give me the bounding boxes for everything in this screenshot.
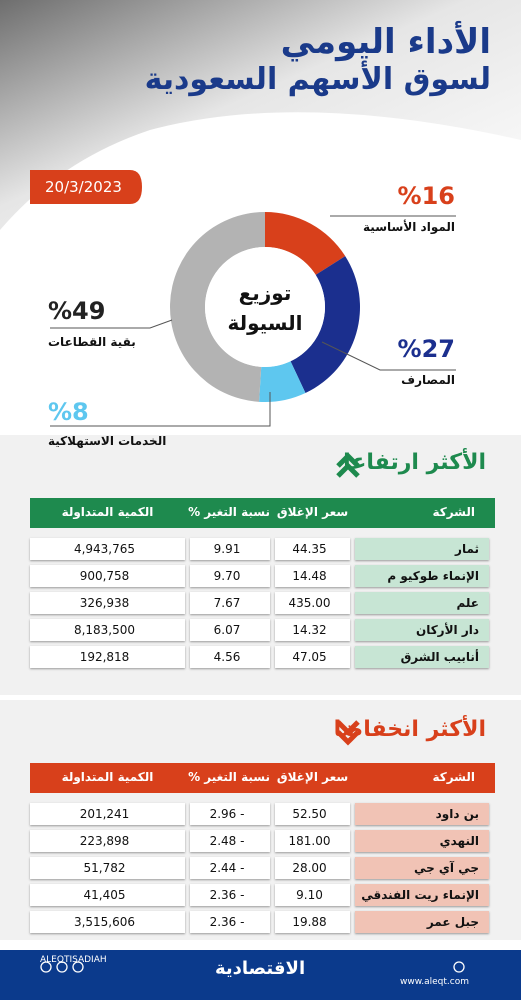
leader-line <box>321 341 456 371</box>
table-cell: 41,405 <box>30 884 185 906</box>
column-header: سعر الإغلاق <box>276 505 349 519</box>
table-cell: 7.67 <box>190 592 270 614</box>
table-cell: - 2.44 <box>190 857 270 879</box>
section-title: الأكثر ارتفاعا <box>343 450 486 475</box>
table-cell: - 2.36 <box>190 884 270 906</box>
table-cell: 201,241 <box>30 803 185 825</box>
table-cell: 14.32 <box>275 619 350 641</box>
donut-segment <box>290 256 360 393</box>
column-header: نسبة التغير % <box>188 505 270 519</box>
table-cell: 4.56 <box>190 646 270 668</box>
value-label: %49 <box>48 297 106 325</box>
header-swoosh <box>0 0 521 230</box>
column-header: الشركة <box>432 770 475 784</box>
value-label: %8 <box>48 398 89 426</box>
date: 20/3/2023 <box>45 178 122 196</box>
table-cell: بن داود <box>355 803 489 825</box>
leader-line <box>50 319 173 329</box>
table-cell: 326,938 <box>30 592 185 614</box>
footer-bar <box>0 950 521 1000</box>
logo: الاقتصادية <box>215 958 306 979</box>
table-cell: جبل عمر <box>355 911 489 933</box>
section-title: الأكثر انخفاضا <box>333 717 486 742</box>
table-header <box>30 763 495 793</box>
website: www.aleqt.com <box>400 977 469 987</box>
title: الأداء اليومي <box>280 22 491 62</box>
table-cell: 9.70 <box>190 565 270 587</box>
table-cell: - 2.48 <box>190 830 270 852</box>
table-cell: 192,818 <box>30 646 185 668</box>
category-label: الخدمات الاستهلاكية <box>48 434 167 448</box>
table-cell: علم <box>355 592 489 614</box>
table-cell: 8,183,500 <box>30 619 185 641</box>
donut-segment <box>259 361 306 402</box>
column-header: الكمية المتداولة <box>61 505 154 519</box>
table-cell: النهدي <box>355 830 489 852</box>
table-header <box>30 498 495 528</box>
table-cell: 14.48 <box>275 565 350 587</box>
table-cell: 28.00 <box>275 857 350 879</box>
table-cell: دار الأركان <box>355 619 489 641</box>
table-cell: 51,782 <box>30 857 185 879</box>
date-pill <box>30 170 142 204</box>
table-cell: الإنماء طوكيو م <box>355 565 489 587</box>
column-header: الكمية المتداولة <box>61 770 154 784</box>
table-cell: 47.05 <box>275 646 350 668</box>
value-label: %27 <box>397 335 455 363</box>
table-cell: - 2.96 <box>190 803 270 825</box>
table-cell: الإنماء ريت الفندقي <box>355 884 489 906</box>
table-cell: 9.91 <box>190 538 270 560</box>
down-icon <box>336 720 360 746</box>
table-cell: 900,758 <box>30 565 185 587</box>
donut-hole <box>205 247 325 367</box>
table-cell: 3,515,606 <box>30 911 185 933</box>
leader-line <box>50 392 271 427</box>
column-header: سعر الإغلاق <box>276 770 349 784</box>
table-cell: 52.50 <box>275 803 350 825</box>
title: لسوق الأسهم السعودية <box>144 62 491 97</box>
table-cell: 435.00 <box>275 592 350 614</box>
donut-segment <box>265 212 346 275</box>
category-label: بقية القطاعات <box>48 335 136 349</box>
table-cell: 44.35 <box>275 538 350 560</box>
category-label: المواد الأساسية <box>363 220 455 234</box>
up-icon <box>336 452 360 478</box>
table-cell: أنابيب الشرق <box>355 646 489 668</box>
table-cell: 181.00 <box>275 830 350 852</box>
table-cell: جي آي جي <box>355 857 489 879</box>
column-header: الشركة <box>432 505 475 519</box>
table-cell: 6.07 <box>190 619 270 641</box>
donut-segment <box>170 212 265 402</box>
table-cell: ثمار <box>355 538 489 560</box>
table-cell: - 2.36 <box>190 911 270 933</box>
handle: ALEQTISADIAH <box>40 955 107 965</box>
table-cell: 223,898 <box>30 830 185 852</box>
social-icons <box>40 961 465 973</box>
table-cell: 4,943,765 <box>30 538 185 560</box>
donut-title: توزيع السيولة <box>227 281 303 335</box>
value-label: %16 <box>397 182 455 210</box>
category-label: المصارف <box>401 373 455 387</box>
table-cell: 9.10 <box>275 884 350 906</box>
column-header: نسبة التغير % <box>188 770 270 784</box>
table-cell: 19.88 <box>275 911 350 933</box>
